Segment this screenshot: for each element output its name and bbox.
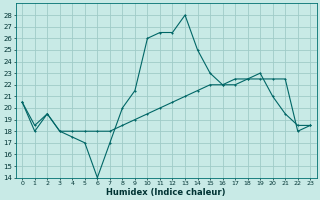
X-axis label: Humidex (Indice chaleur): Humidex (Indice chaleur) [107,188,226,197]
